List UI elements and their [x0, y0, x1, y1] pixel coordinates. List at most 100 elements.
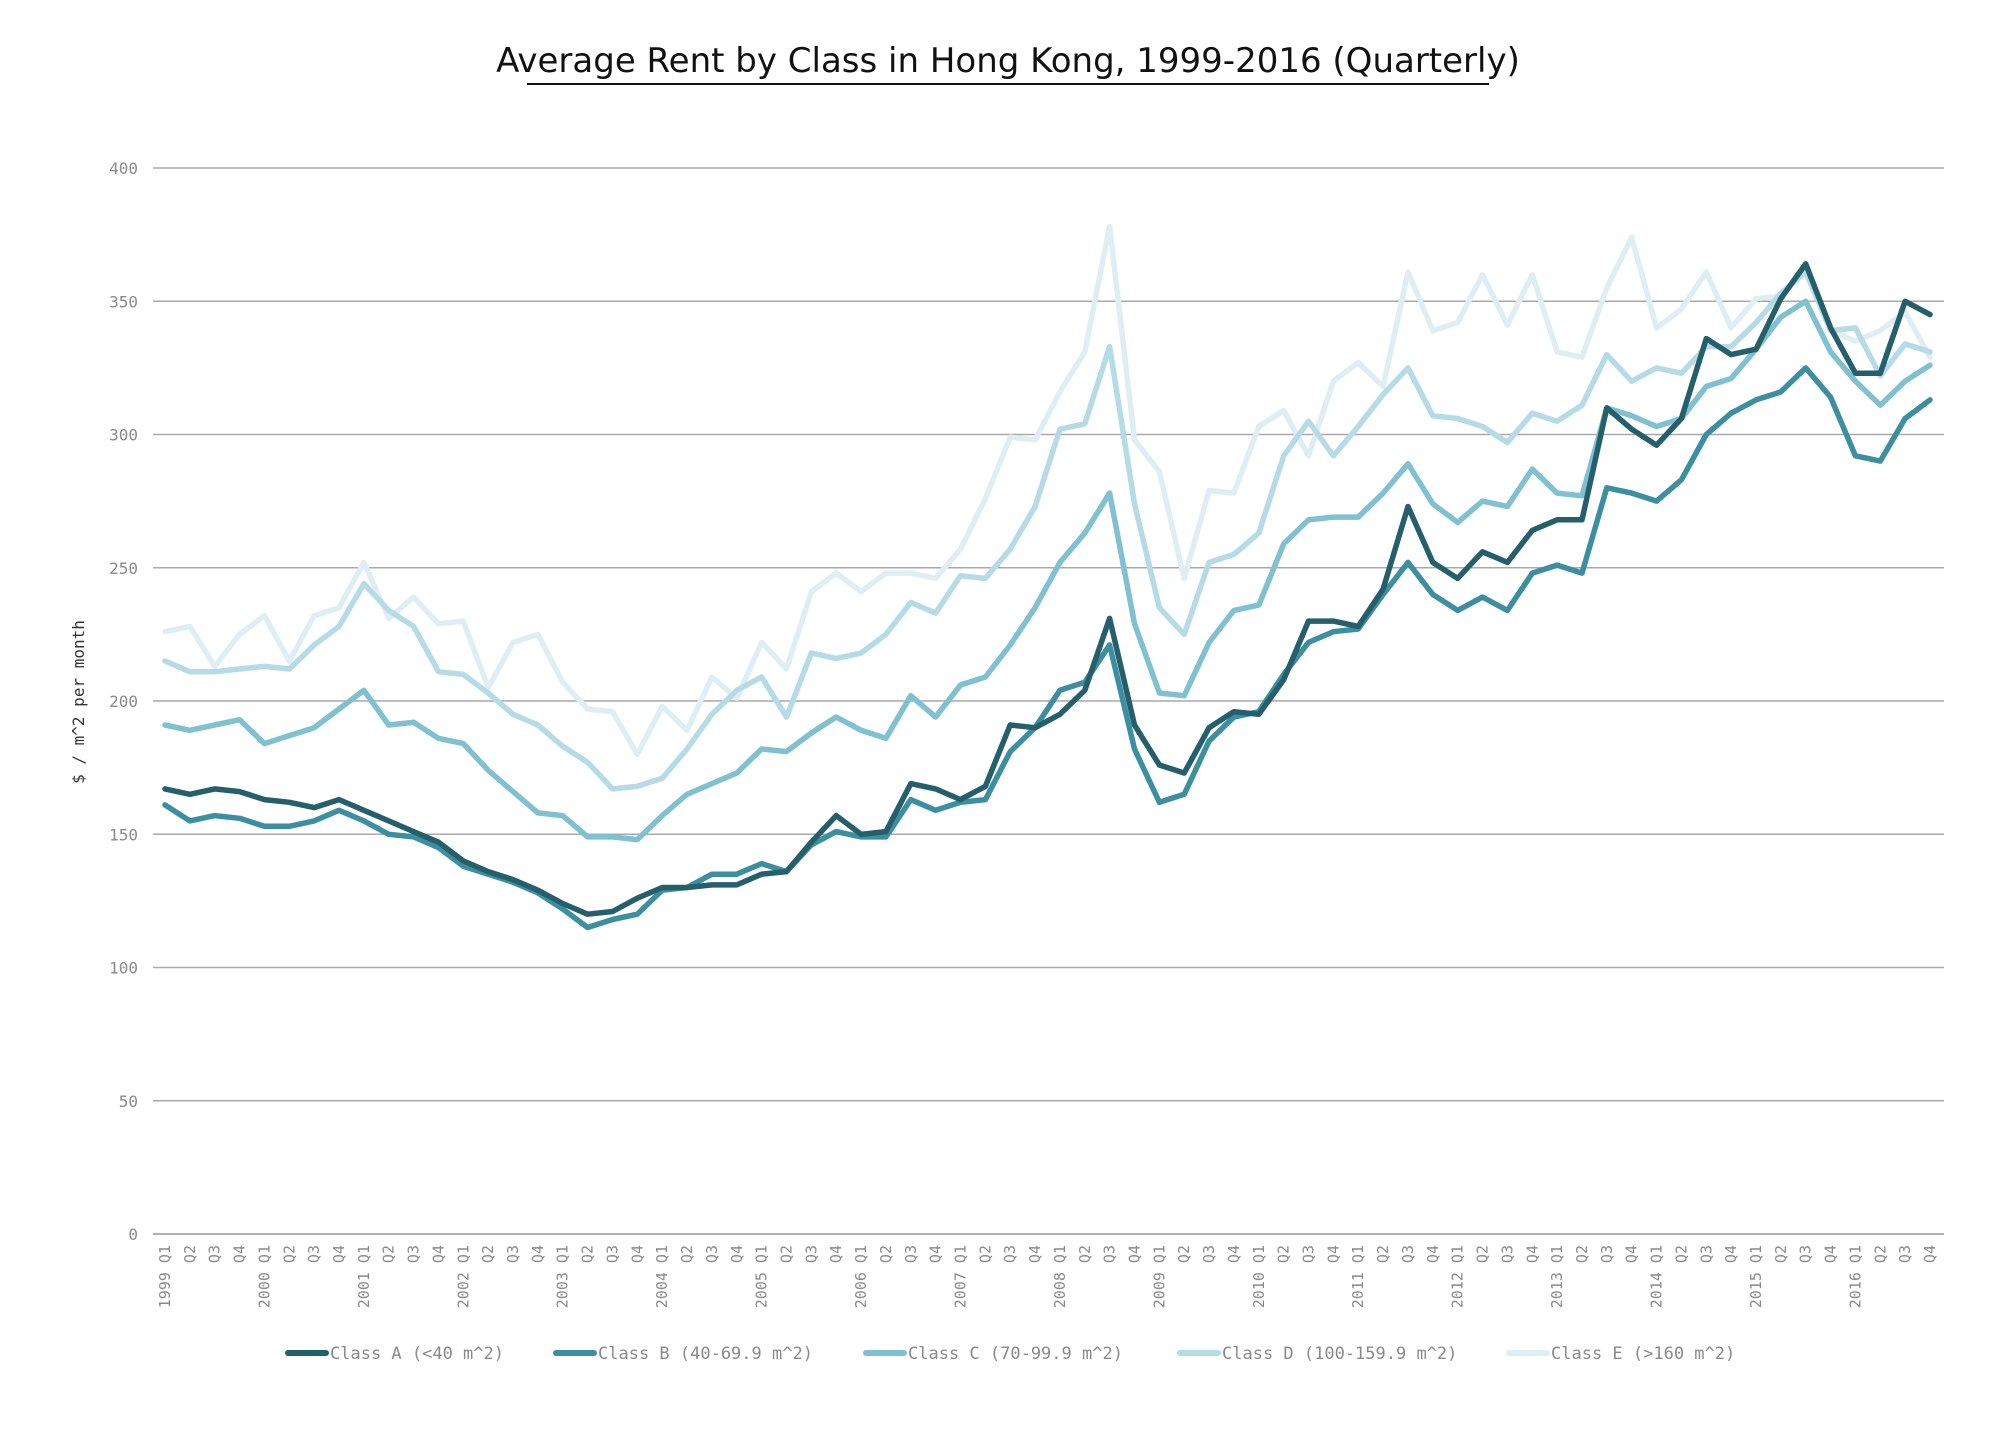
- x-tick-label: Q2: [1374, 1245, 1392, 1263]
- x-tick-label: Q4: [1424, 1245, 1442, 1263]
- x-tick-label: Q3: [1697, 1245, 1715, 1263]
- x-tick-label: 2007 Q1: [951, 1245, 969, 1308]
- x-tick-label: Q3: [1101, 1245, 1119, 1263]
- x-tick-label: Q4: [1225, 1245, 1243, 1263]
- x-tick-label: 2012 Q1: [1449, 1245, 1467, 1308]
- x-tick-label: Q4: [827, 1245, 845, 1263]
- x-tick-label: 2000 Q1: [255, 1245, 273, 1308]
- y-tick-label: 50: [119, 1092, 138, 1111]
- y-tick-label: 200: [109, 692, 138, 711]
- x-tick-label: Q2: [1474, 1245, 1492, 1263]
- x-tick-label: Q3: [305, 1245, 323, 1263]
- y-axis-ticks: 0 50 100 150 200 250 300 350 400: [109, 159, 138, 1244]
- x-tick-label: Q3: [703, 1245, 721, 1263]
- x-tick-label: Q3: [1797, 1245, 1815, 1263]
- x-tick-label: Q4: [1026, 1245, 1044, 1263]
- y-tick-label: 0: [128, 1225, 138, 1244]
- y-tick-label: 300: [109, 426, 138, 445]
- x-tick-label: 2006 Q1: [852, 1245, 870, 1308]
- series-line-3: [162, 298, 1933, 843]
- x-tick-label: Q2: [181, 1245, 199, 1263]
- y-tick-label: 150: [109, 825, 138, 844]
- x-tick-label: Q2: [678, 1245, 696, 1263]
- x-tick-label: Q4: [1126, 1245, 1144, 1263]
- x-tick-label: Q2: [1772, 1245, 1790, 1263]
- y-axis-title: $ / m^2 per month: [69, 620, 88, 784]
- legend-label: Class B (40-69.9 m^2): [598, 1344, 813, 1364]
- x-tick-label: Q3: [405, 1245, 423, 1263]
- x-tick-label: Q3: [504, 1245, 522, 1263]
- gridlines: [153, 167, 1944, 1235]
- x-tick-label: 2011 Q1: [1349, 1245, 1367, 1308]
- x-tick-label: 2003 Q1: [554, 1245, 572, 1308]
- x-tick-label: Q2: [877, 1245, 895, 1263]
- y-tick-label: 350: [109, 292, 138, 311]
- x-tick-label: Q4: [1623, 1245, 1641, 1263]
- series-line-4: [162, 269, 1933, 792]
- x-tick-label: Q4: [628, 1245, 646, 1263]
- x-tick-label: Q4: [728, 1245, 746, 1263]
- x-tick-label: Q2: [1672, 1245, 1690, 1263]
- x-tick-label: 2016 Q1: [1846, 1245, 1864, 1308]
- x-tick-label: 2002 Q1: [454, 1245, 472, 1308]
- x-tick-label: Q4: [231, 1245, 249, 1263]
- x-tick-label: Q2: [976, 1245, 994, 1263]
- x-tick-label: Q2: [280, 1245, 298, 1263]
- x-tick-label: Q3: [206, 1245, 224, 1263]
- x-tick-label: Q4: [1722, 1245, 1740, 1263]
- x-tick-label: 2004 Q1: [653, 1245, 671, 1308]
- x-tick-label: 2005 Q1: [753, 1245, 771, 1308]
- x-tick-label: Q4: [429, 1245, 447, 1263]
- x-tick-label: Q3: [1001, 1245, 1019, 1263]
- legend-label: Class A (<40 m^2): [330, 1344, 504, 1364]
- x-tick-label: Q2: [1175, 1245, 1193, 1263]
- x-tick-label: 1999 Q1: [156, 1245, 174, 1308]
- x-tick-label: Q3: [802, 1245, 820, 1263]
- x-tick-label: 2010 Q1: [1250, 1245, 1268, 1308]
- x-tick-label: Q2: [1573, 1245, 1591, 1263]
- x-tick-label: Q4: [529, 1245, 547, 1263]
- x-tick-label: 2013 Q1: [1548, 1245, 1566, 1308]
- series-line-2: [162, 365, 1933, 931]
- legend-label: Class D (100-159.9 m^2): [1222, 1344, 1457, 1364]
- x-tick-label: Q4: [330, 1245, 348, 1263]
- x-tick-label: 2015 Q1: [1747, 1245, 1765, 1308]
- x-tick-label: 2001 Q1: [355, 1245, 373, 1308]
- x-tick-label: Q3: [1399, 1245, 1417, 1263]
- x-tick-label: Q2: [579, 1245, 597, 1263]
- series-line-5: [162, 223, 1933, 758]
- x-tick-label: Q4: [1523, 1245, 1541, 1263]
- x-tick-label: Q2: [380, 1245, 398, 1263]
- x-tick-label: Q3: [1498, 1245, 1516, 1263]
- legend-label: Class C (70-99.9 m^2): [908, 1344, 1123, 1364]
- x-tick-label: Q3: [603, 1245, 621, 1263]
- x-tick-label: 2008 Q1: [1051, 1245, 1069, 1308]
- chart-title-text: Average Rent by Class in Hong Kong, 1999…: [496, 41, 1520, 81]
- x-tick-label: Q3: [1598, 1245, 1616, 1263]
- x-tick-label: Q2: [479, 1245, 497, 1263]
- x-tick-label: Q3: [902, 1245, 920, 1263]
- x-tick-label: Q3: [1200, 1245, 1218, 1263]
- y-tick-label: 400: [109, 159, 138, 178]
- x-tick-label: 2014 Q1: [1648, 1245, 1666, 1308]
- x-tick-label: Q4: [1921, 1245, 1939, 1263]
- series-lines: [162, 223, 1933, 931]
- x-axis-ticks: 1999 Q1 Q2 Q3 Q4 2000 Q1 Q2 Q3 Q4 2001 Q1 Q2 Q3 Q4 2…: [156, 1245, 1939, 1308]
- chart-title: Average Rent by Class in Hong Kong, 1999…: [496, 41, 1520, 85]
- x-tick-label: Q3: [1300, 1245, 1318, 1263]
- x-tick-label: Q2: [1275, 1245, 1293, 1263]
- x-tick-label: Q2: [777, 1245, 795, 1263]
- y-tick-label: 100: [109, 959, 138, 978]
- x-tick-label: 2009 Q1: [1150, 1245, 1168, 1308]
- x-tick-label: Q4: [1822, 1245, 1840, 1263]
- x-tick-label: Q4: [927, 1245, 945, 1263]
- x-tick-label: Q4: [1324, 1245, 1342, 1263]
- x-tick-label: Q2: [1076, 1245, 1094, 1263]
- x-tick-label: Q2: [1871, 1245, 1889, 1263]
- x-tick-label: Q3: [1896, 1245, 1914, 1263]
- legend-label: Class E (>160 m^2): [1551, 1344, 1735, 1364]
- series-line-1: [162, 261, 1933, 917]
- legend: Class A (<40 m^2) Class B (40-69.9 m^2) Cl…: [285, 1344, 1735, 1364]
- y-tick-label: 250: [109, 559, 138, 578]
